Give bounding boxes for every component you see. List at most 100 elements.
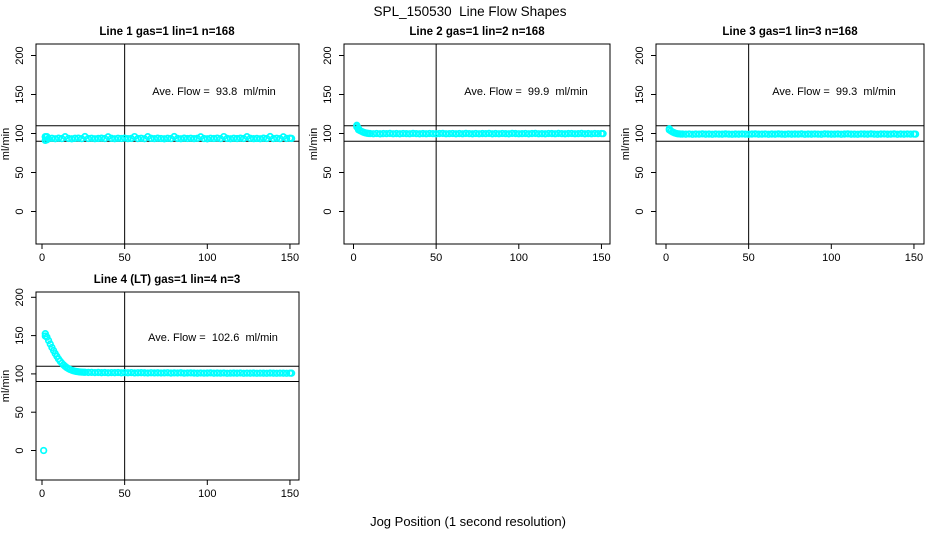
panel-3-data-point xyxy=(692,130,700,138)
panel-2-data-point xyxy=(571,130,579,138)
panel-1-data-point xyxy=(259,134,268,142)
panel-1-data-point xyxy=(150,134,159,143)
panel-3-data-point xyxy=(827,130,835,138)
panel-2-data-point xyxy=(599,130,607,138)
panel-4-data-point xyxy=(79,368,87,376)
panel-2-data-point xyxy=(364,129,373,138)
panel-2-data-point xyxy=(475,130,483,138)
panel-2-data-point xyxy=(492,129,500,138)
panel-4-data-point xyxy=(220,369,228,377)
panel-4-data-point xyxy=(187,369,195,377)
panel-1-data-point xyxy=(91,135,99,143)
panel-2-data-point xyxy=(501,130,510,138)
panel-4-data-point xyxy=(154,369,162,377)
panel-4-data-point xyxy=(87,368,96,377)
panel-3-data-point xyxy=(864,130,872,138)
panel-1-data-point xyxy=(206,134,215,142)
panel-3-x-tick-label: 0 xyxy=(663,252,669,264)
panel-3-data-point xyxy=(758,130,766,138)
panel-2-data-point xyxy=(379,129,387,138)
panel-4-data-point xyxy=(273,369,281,377)
panel-1-y-tick-label: 0 xyxy=(14,208,26,214)
panel-2-data-point xyxy=(541,130,549,138)
panel-2-data-point xyxy=(432,130,440,138)
panel-2-data-point xyxy=(488,130,497,138)
panel-1-data-point xyxy=(180,134,188,142)
panel-3-data-point xyxy=(890,130,898,138)
panel-4-data-point xyxy=(206,369,215,377)
panel-1-data-point xyxy=(114,134,122,142)
panel-2-data-point xyxy=(472,129,480,138)
panel-3-x-tick-label: 50 xyxy=(743,252,755,264)
panel-4-data-point xyxy=(173,369,182,377)
panel-1-data-point xyxy=(287,134,296,143)
panel-2-data-point xyxy=(591,129,599,138)
panel-4-y-tick-label: 100 xyxy=(14,365,26,383)
panel-3-y-tick-label: 0 xyxy=(634,208,646,214)
panel-2-data-point xyxy=(498,129,506,138)
panel-1-data-point xyxy=(213,134,221,142)
panel-3-y-tick-label: 150 xyxy=(634,85,646,103)
panel-1-y-tick-label: 150 xyxy=(14,85,26,103)
panel-1-data-point xyxy=(236,134,245,142)
panel-4-data-point xyxy=(137,369,145,377)
panel-3-y-tick-label: 50 xyxy=(634,166,646,178)
panel-2-data-point xyxy=(544,129,553,138)
panel-4-data-point xyxy=(256,369,264,377)
panel-1-x-tick-label: 0 xyxy=(39,252,45,264)
panel-3-data-point xyxy=(708,130,716,138)
panel-4-data-point xyxy=(193,369,202,377)
panel-3-y-tick-label: 100 xyxy=(634,124,646,142)
panel-1-data-point xyxy=(157,134,165,143)
panel-3-x-tick-label: 150 xyxy=(905,252,923,264)
panel-4-data-point xyxy=(236,369,245,377)
panel-3-data-point xyxy=(794,130,802,138)
panel-3-data-point xyxy=(677,130,685,138)
panel-4-data-point xyxy=(213,369,221,377)
panel-2-data-point xyxy=(376,130,384,138)
panel-4-data-point xyxy=(94,368,102,377)
panel-3-data-point xyxy=(731,130,740,138)
panel-3-data-point xyxy=(821,130,829,138)
panel-2-data-point xyxy=(389,130,397,138)
panel-3-data-point xyxy=(807,130,816,138)
panel-2-data-point xyxy=(465,130,473,138)
panel-3-data-point xyxy=(847,130,855,138)
panel-3-data-point xyxy=(911,130,920,138)
panel-2-data-point xyxy=(538,130,546,138)
panel-2-data-point xyxy=(508,129,516,138)
panel-2-y-tick-label: 50 xyxy=(322,166,334,178)
panel-1-ylabel: ml/min xyxy=(0,128,12,160)
panel-4-data-point xyxy=(104,369,112,377)
panel-2-data-point xyxy=(551,130,559,138)
panel-1-plot-box xyxy=(35,43,300,245)
panel-3-data-point xyxy=(811,130,819,138)
panel-3-data-point xyxy=(695,130,703,138)
panel-4-y-tick-label: 200 xyxy=(14,288,26,306)
panel-3-data-point xyxy=(834,130,842,138)
panel-3-y-tick-label: 200 xyxy=(634,46,646,64)
panel-4-data-point xyxy=(183,369,192,377)
panel-1-data-point xyxy=(154,134,162,142)
panel-4-data-point xyxy=(101,368,109,377)
panel-1-data-point xyxy=(223,134,231,143)
panel-3-ylabel: ml/min xyxy=(620,128,632,160)
panel-4-data-point xyxy=(111,369,119,377)
panel-3-data-point xyxy=(817,130,826,138)
main-title: SPL_150530 Line Flow Shapes xyxy=(373,4,567,19)
panel-4-data-point xyxy=(210,369,218,377)
panel-4-data-point xyxy=(223,369,231,377)
panel-2-data-point xyxy=(396,130,404,138)
panel-3-data-point xyxy=(804,130,812,138)
panel-3-data-point xyxy=(735,130,743,138)
panel-4-data-point xyxy=(144,369,152,377)
panel-1-data-point xyxy=(54,134,63,142)
panel-3-data-point xyxy=(844,130,852,138)
panel-4-y-tick-label: 50 xyxy=(14,406,26,418)
panel-1-data-point xyxy=(246,134,254,142)
panel-2-data-point xyxy=(458,130,467,138)
panel-2-data-point xyxy=(564,129,573,138)
panel-2-data-point xyxy=(534,130,543,138)
panel-1-data-point xyxy=(134,134,142,143)
panel-4-data-point xyxy=(266,369,274,377)
